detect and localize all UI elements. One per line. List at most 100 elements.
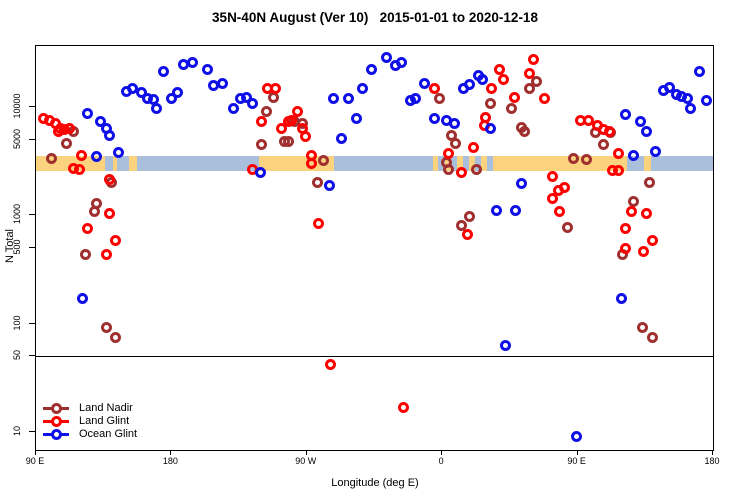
data-point xyxy=(299,130,311,142)
data-point xyxy=(53,125,65,137)
data-point xyxy=(135,87,147,99)
data-point xyxy=(612,148,624,160)
data-point xyxy=(635,116,647,128)
x-tick-mark xyxy=(712,450,713,455)
data-point xyxy=(113,147,125,159)
data-point xyxy=(581,154,593,166)
data-point xyxy=(442,163,454,175)
land-strip xyxy=(493,155,628,172)
data-point xyxy=(505,102,517,114)
land-strip xyxy=(433,155,438,172)
data-point xyxy=(620,223,632,235)
data-point xyxy=(77,293,89,305)
data-point xyxy=(582,114,594,126)
data-point xyxy=(641,126,653,138)
data-point xyxy=(186,56,198,68)
data-point xyxy=(381,51,393,63)
data-point xyxy=(531,76,543,88)
data-point xyxy=(74,163,86,175)
x-tick-label: 0 xyxy=(438,456,444,466)
data-point xyxy=(647,332,659,344)
x-axis-title: Longitude (deg E) xyxy=(331,477,419,489)
circle-marker-icon xyxy=(51,429,62,440)
y-tick-mark xyxy=(29,214,35,216)
data-point xyxy=(486,83,498,95)
x-tick-label: 180 xyxy=(162,456,178,466)
data-point xyxy=(620,108,632,120)
data-point xyxy=(448,117,460,129)
data-point xyxy=(275,122,287,134)
data-point xyxy=(516,178,528,190)
data-point xyxy=(256,116,268,128)
data-point xyxy=(484,97,496,109)
data-point xyxy=(597,138,609,150)
data-point xyxy=(171,87,183,99)
data-point xyxy=(365,63,377,75)
data-point xyxy=(325,359,337,370)
x-tick-mark xyxy=(170,450,172,455)
x-tick-label: 90 W xyxy=(295,456,317,466)
data-point xyxy=(463,211,475,223)
data-point xyxy=(650,146,662,158)
plot-area: Land Nadir Land Glint Ocean Glint xyxy=(35,45,714,451)
circle-marker-icon xyxy=(51,416,62,427)
data-point xyxy=(433,93,445,105)
data-point xyxy=(247,97,259,109)
y-tick-mark xyxy=(29,106,35,108)
data-point xyxy=(254,166,266,178)
data-point xyxy=(462,229,474,241)
data-point xyxy=(627,196,639,208)
data-point xyxy=(554,206,566,218)
data-point xyxy=(603,125,615,137)
data-point xyxy=(552,184,564,196)
data-point xyxy=(343,93,355,105)
land-strip xyxy=(129,155,137,172)
x-tick-label: 90 E xyxy=(567,456,586,466)
data-point xyxy=(450,137,462,149)
data-point xyxy=(693,65,705,77)
data-point xyxy=(684,102,696,114)
data-point xyxy=(202,63,213,75)
data-point xyxy=(89,206,101,218)
data-point xyxy=(546,193,558,205)
y-tick-label: 10000 xyxy=(12,93,22,119)
y-tick-label: 100 xyxy=(12,315,22,331)
land-strip xyxy=(112,155,118,172)
data-point xyxy=(75,149,87,161)
data-point xyxy=(323,179,335,191)
data-point xyxy=(523,83,535,95)
data-point xyxy=(283,135,295,147)
legend-label: Ocean Glint xyxy=(79,428,138,440)
data-point xyxy=(269,82,281,94)
data-point xyxy=(567,153,579,165)
data-point xyxy=(268,92,280,104)
data-point xyxy=(477,73,489,85)
data-point xyxy=(104,207,116,219)
data-point xyxy=(561,221,573,233)
data-point xyxy=(60,137,72,149)
data-point xyxy=(110,234,122,246)
data-point xyxy=(627,149,639,161)
data-point xyxy=(647,234,659,246)
data-point xyxy=(335,133,347,145)
x-tick-mark xyxy=(305,450,307,455)
data-point xyxy=(311,177,323,189)
data-point xyxy=(508,92,520,104)
data-point xyxy=(499,339,511,351)
data-point xyxy=(612,164,624,176)
data-point xyxy=(484,123,496,135)
data-point xyxy=(493,63,505,75)
data-point xyxy=(158,65,170,77)
data-point xyxy=(81,223,93,235)
data-point xyxy=(313,217,325,229)
y-tick-mark xyxy=(29,431,35,432)
x-tick-mark xyxy=(35,450,36,455)
data-point xyxy=(45,153,57,165)
x-tick-mark xyxy=(576,450,578,455)
legend-label: Land Nadir xyxy=(79,402,133,414)
data-point xyxy=(256,138,268,150)
data-point xyxy=(463,79,475,91)
data-point xyxy=(626,206,638,218)
data-point xyxy=(638,246,650,258)
